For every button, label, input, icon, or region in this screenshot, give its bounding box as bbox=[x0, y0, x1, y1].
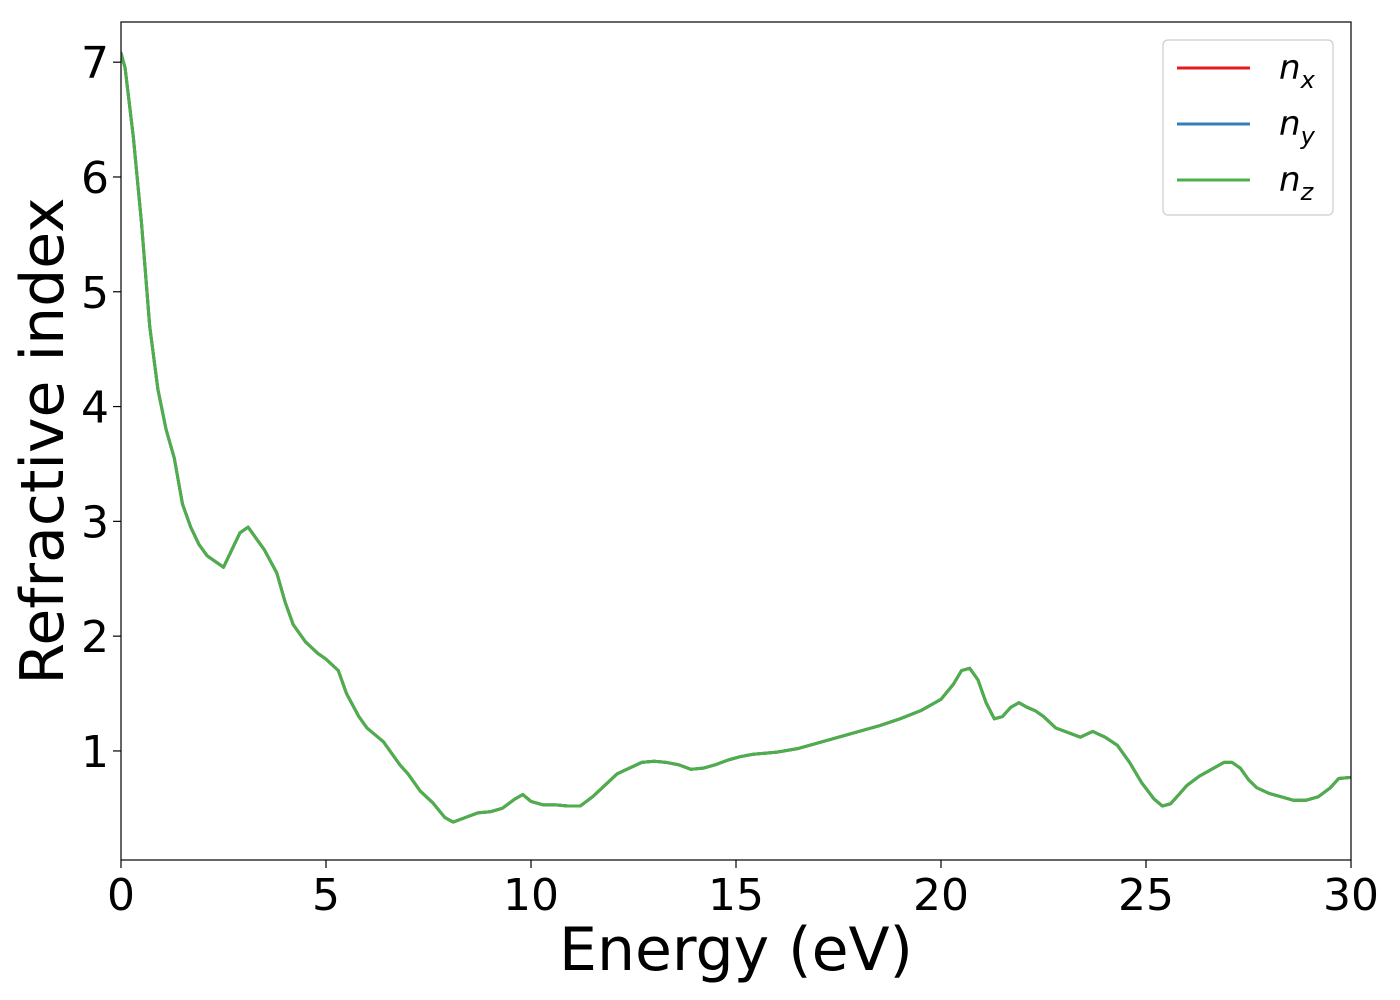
y-tick-label: 4 bbox=[81, 383, 109, 434]
legend-entry-label: nx bbox=[1279, 48, 1316, 94]
y-axis-ticks: 1 2 3 4 5 6 7 bbox=[81, 38, 121, 778]
x-tick-label: 30 bbox=[1323, 870, 1379, 921]
series-layer bbox=[121, 51, 1351, 824]
legend-entry-label: ny bbox=[1279, 104, 1316, 150]
legend: nx ny nz bbox=[1162, 39, 1334, 216]
y-tick-label: 6 bbox=[81, 153, 109, 204]
series-line-n-z bbox=[121, 51, 1351, 824]
y-tick-label: 3 bbox=[81, 497, 109, 548]
legend-box bbox=[1162, 39, 1334, 216]
y-axis-label: Refractive index bbox=[8, 197, 78, 684]
y-tick-label: 2 bbox=[81, 612, 109, 663]
y-tick-label: 7 bbox=[81, 38, 109, 89]
x-tick-label: 0 bbox=[107, 870, 135, 921]
y-tick-label: 1 bbox=[81, 727, 109, 778]
legend-entry-label: nz bbox=[1279, 160, 1315, 206]
x-tick-label: 5 bbox=[312, 870, 340, 921]
x-axis-label: Energy (eV) bbox=[559, 915, 913, 985]
x-tick-label: 20 bbox=[913, 870, 969, 921]
x-tick-label: 25 bbox=[1118, 870, 1174, 921]
y-tick-label: 5 bbox=[81, 268, 109, 319]
x-tick-label: 10 bbox=[503, 870, 559, 921]
x-axis-ticks: 0 5 10 15 20 25 30 bbox=[107, 860, 1379, 921]
x-tick-label: 15 bbox=[708, 870, 764, 921]
